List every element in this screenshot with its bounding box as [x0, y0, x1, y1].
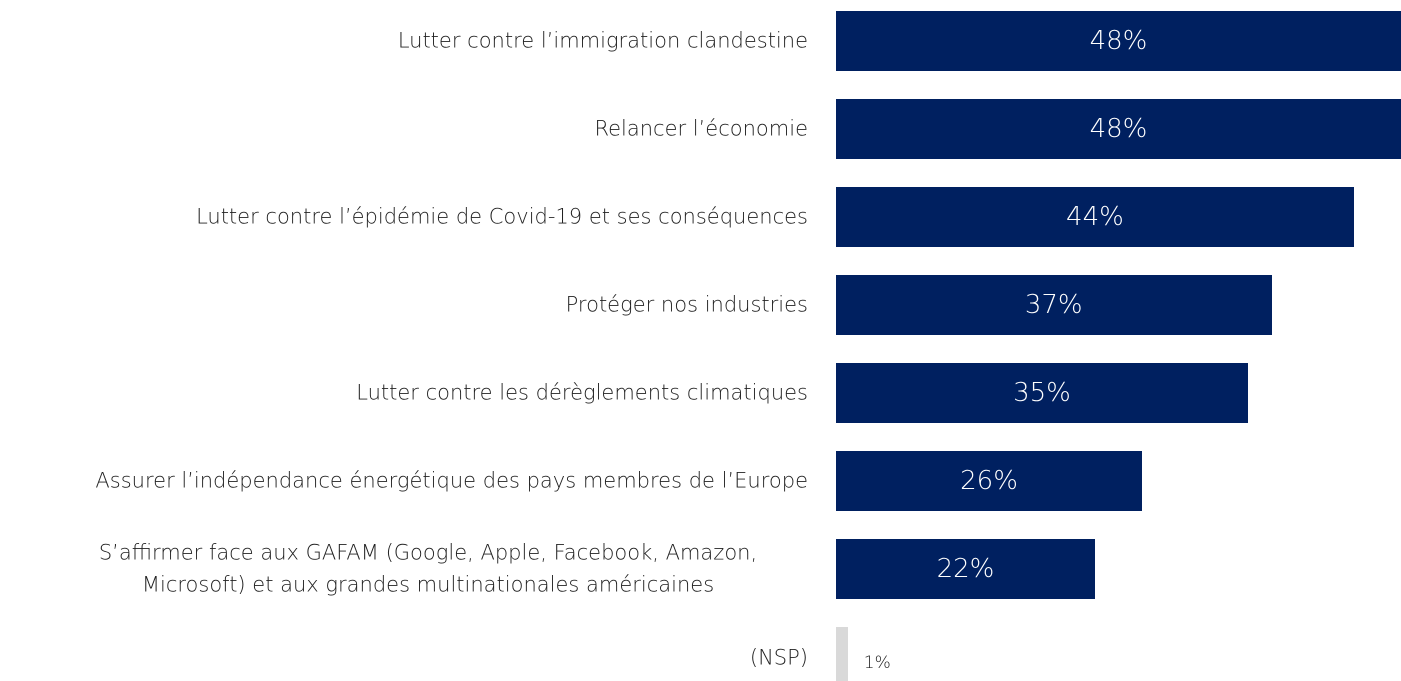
- category-label: Lutter contre les dérèglements climatiqu…: [356, 380, 808, 405]
- category-label: Protéger nos industries: [565, 292, 808, 317]
- value-label: 44%: [1066, 202, 1124, 232]
- value-label: 35%: [1013, 378, 1071, 408]
- value-label: 22%: [936, 554, 995, 584]
- category-label: Lutter contre l’immigration clandestine: [397, 28, 808, 53]
- bar: [836, 275, 1272, 335]
- value-label: 48%: [1089, 114, 1148, 144]
- value-label: 48%: [1089, 26, 1148, 56]
- value-label: 1%: [863, 653, 891, 673]
- category-label: (NSP): [749, 645, 808, 670]
- bar: [836, 187, 1354, 247]
- bar: [836, 627, 848, 681]
- category-label: Assurer l’indépendance énergétique des p…: [95, 468, 808, 493]
- category-label: S’affirmer face aux GAFAM (Google, Apple…: [98, 540, 758, 597]
- category-label: Lutter contre l’épidémie de Covid-19 et …: [196, 204, 808, 229]
- value-label: 37%: [1024, 290, 1083, 320]
- value-label: 26%: [960, 466, 1018, 496]
- bar: [836, 451, 1143, 511]
- bar: [836, 11, 1401, 71]
- bar: [836, 363, 1248, 423]
- bar: [836, 99, 1401, 159]
- bar: [836, 539, 1095, 599]
- category-label: Relancer l’économie: [594, 116, 808, 141]
